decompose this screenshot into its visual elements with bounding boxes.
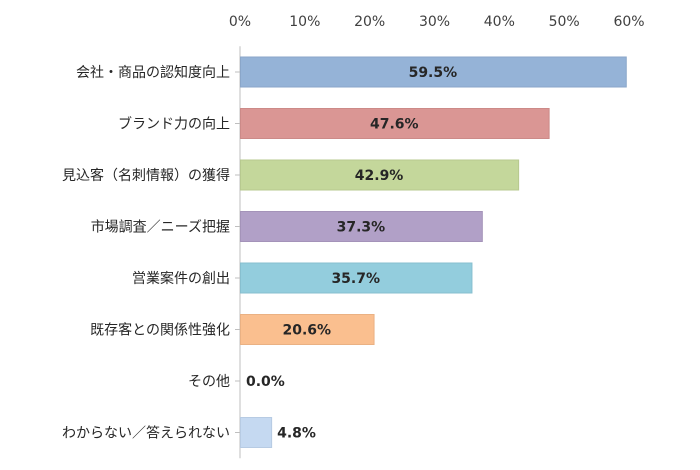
category-label: 既存客との関係性強化 bbox=[90, 322, 230, 339]
x-tick-label: 60% bbox=[613, 14, 644, 30]
category-label: 営業案件の創出 bbox=[132, 270, 230, 287]
value-label: 37.3% bbox=[337, 220, 386, 236]
bars bbox=[235, 56, 627, 448]
value-label: 20.6% bbox=[282, 323, 331, 339]
value-label: 0.0% bbox=[246, 374, 285, 390]
bar bbox=[240, 262, 473, 294]
value-label: 35.7% bbox=[331, 271, 380, 287]
category-label: その他 bbox=[188, 374, 230, 390]
value-label: 59.5% bbox=[409, 65, 458, 81]
x-axis-ticks: 0% 10% 20% 30% 40% 50% 60% bbox=[229, 14, 645, 30]
category-label: 会社・商品の認知度向上 bbox=[76, 64, 230, 81]
x-tick-label: 50% bbox=[549, 14, 580, 30]
x-tick-label: 0% bbox=[229, 14, 251, 30]
bar bbox=[240, 159, 520, 191]
x-tick-label: 20% bbox=[354, 14, 385, 30]
value-labels: 59.5% 47.6% 42.9% 37.3% 35.7% 20.6% 0.0% 4.8% bbox=[246, 65, 457, 442]
bar bbox=[240, 211, 483, 242]
category-label: ブランド力の向上 bbox=[118, 116, 230, 133]
value-label: 42.9% bbox=[355, 168, 404, 184]
x-tick-label: 40% bbox=[484, 14, 515, 30]
category-label: わからない／答えられない bbox=[62, 425, 230, 442]
value-label: 4.8% bbox=[277, 426, 316, 442]
bar bbox=[240, 56, 627, 88]
bar bbox=[240, 314, 375, 345]
x-tick-label: 30% bbox=[419, 14, 450, 30]
category-label: 見込客（名刺情報）の獲得 bbox=[62, 167, 230, 184]
bar bbox=[240, 108, 550, 139]
category-labels: 会社・商品の認知度向上ブランド力の向上見込客（名刺情報）の獲得市場調査／ニーズ把… bbox=[62, 64, 230, 442]
x-tick-label: 10% bbox=[289, 14, 320, 30]
bar bbox=[240, 417, 273, 448]
value-label: 47.6% bbox=[370, 117, 419, 133]
category-label: 市場調査／ニーズ把握 bbox=[91, 219, 230, 236]
